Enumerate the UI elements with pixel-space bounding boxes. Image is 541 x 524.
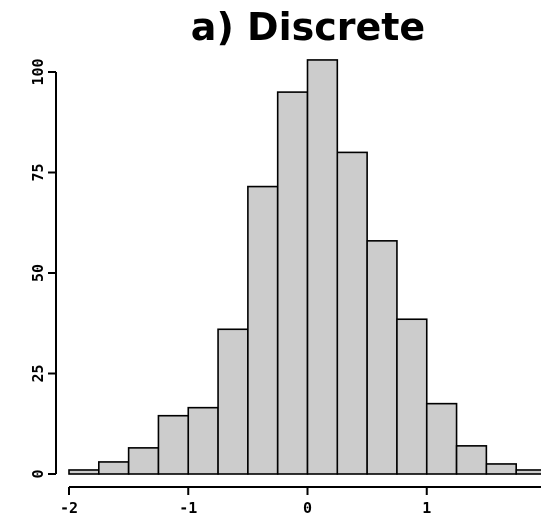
y-tick-label-4: 100	[29, 58, 47, 85]
histogram-bar-8	[306, 59, 339, 475]
histogram-bar-14	[485, 463, 517, 475]
histogram-bar-10	[366, 240, 398, 475]
y-tick-label-3: 75	[29, 163, 47, 181]
histogram-bar-6	[247, 185, 279, 475]
x-tick-label-2: 0	[303, 499, 312, 517]
x-tick-label-1: -1	[179, 499, 197, 517]
histogram-bar-15	[515, 469, 541, 475]
histogram-bar-7	[276, 91, 309, 475]
x-axis: -2-1012	[60, 486, 541, 517]
histogram-bar-3	[157, 414, 190, 475]
y-tick-label-1: 25	[29, 364, 47, 382]
y-tick-label-2: 50	[29, 264, 47, 282]
histogram-bar-11	[396, 318, 428, 475]
histogram-bar-1	[98, 461, 130, 475]
y-axis: 0 25 50 75 100	[29, 58, 57, 479]
histogram-bar-13	[455, 445, 488, 475]
histogram-bar-2	[127, 447, 160, 475]
x-tick-label-0: -2	[60, 499, 78, 517]
y-tick-label-0: 0	[29, 469, 47, 478]
histogram-bar-9	[336, 151, 368, 475]
histogram-bar-5	[217, 328, 249, 475]
chart-title: a) Discrete	[191, 5, 425, 49]
histogram-bar-12	[425, 402, 458, 475]
histogram-bar-0	[68, 469, 100, 475]
x-tick-label-3: 1	[422, 499, 431, 517]
histogram-bar-4	[187, 406, 219, 475]
histogram-bars	[68, 59, 541, 475]
